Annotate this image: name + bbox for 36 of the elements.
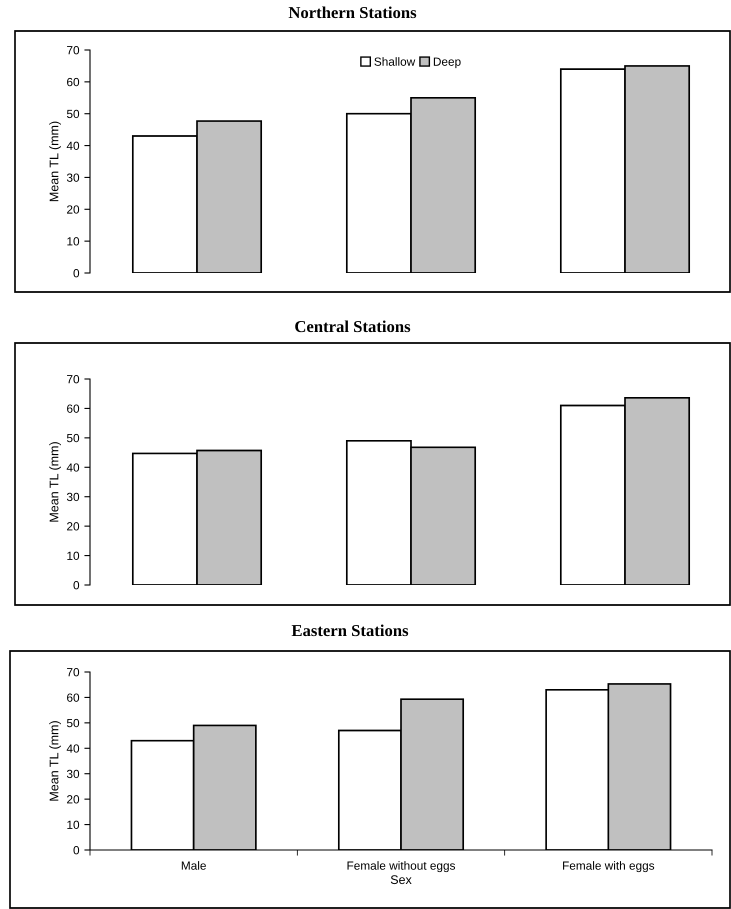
y-tick-label: 10	[67, 820, 80, 829]
legend-label: Deep	[434, 58, 461, 68]
y-tick-label: 70	[67, 46, 80, 54]
y-tick-label: 40	[66, 463, 80, 472]
y-axis-title: Mean TL (mm)	[49, 442, 61, 522]
y-tick-label: 0	[73, 581, 80, 590]
chart-title: Eastern Stations	[292, 624, 408, 636]
y-tick-label: 70	[67, 375, 80, 384]
x-tick-label: Male	[182, 861, 206, 870]
y-tick-label: 30	[66, 770, 80, 778]
chart-title: Northern Stations	[288, 6, 416, 18]
y-tick-label: 40	[66, 744, 80, 753]
y-tick-label: 50	[66, 718, 80, 728]
x-tick-label: Female with eggs	[563, 861, 654, 872]
y-tick-label: 10	[67, 237, 80, 246]
x-tick-label: Female without eggs	[348, 861, 456, 872]
y-tick-label: 10	[67, 552, 80, 560]
y-tick-label: 50	[66, 110, 80, 118]
y-tick-label: 0	[73, 269, 80, 278]
y-tick-label: 70	[67, 668, 80, 676]
y-tick-label: 60	[67, 78, 80, 86]
y-tick-label: 20	[67, 795, 80, 804]
y-tick-label: 20	[67, 205, 80, 214]
y-tick-label: 20	[67, 522, 80, 531]
y-tick-label: 0	[73, 846, 80, 854]
y-tick-label: 60	[67, 693, 80, 702]
y-tick-label: 30	[66, 492, 80, 502]
y-tick-label: 60	[67, 404, 80, 413]
x-axis-title: Sex	[390, 875, 412, 884]
y-tick-label: 40	[66, 142, 80, 150]
y-tick-label: 30	[66, 173, 80, 182]
y-axis-title: Mean TL (mm)	[49, 721, 61, 801]
y-tick-label: 50	[66, 434, 80, 442]
y-axis-title: Mean TL (mm)	[49, 122, 61, 202]
chart-title: Central Stations	[295, 320, 410, 332]
legend-label: Shallow	[374, 57, 416, 66]
